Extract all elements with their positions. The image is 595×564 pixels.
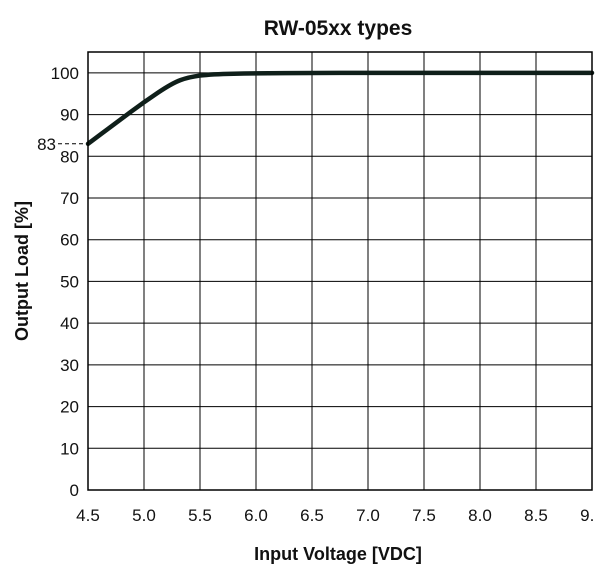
x-tick-label: 6.0 bbox=[244, 506, 268, 525]
x-tick-label: 8.0 bbox=[468, 506, 492, 525]
y-tick-label: 60 bbox=[60, 231, 79, 250]
y-tick-labels: 0 10 20 30 40 50 60 70 80 90 100 bbox=[51, 64, 79, 500]
x-tick-label: 6.5 bbox=[300, 506, 324, 525]
y-tick-label: 80 bbox=[60, 147, 79, 166]
x-tick-label: 8.5 bbox=[524, 506, 548, 525]
series-group bbox=[88, 73, 592, 144]
x-tick-label: 7.5 bbox=[412, 506, 436, 525]
y-axis-label: Output Load [%] bbox=[12, 201, 32, 341]
x-tick-label: 9.0 bbox=[580, 506, 595, 525]
y-tick-label: 50 bbox=[60, 272, 79, 291]
gridlines bbox=[88, 52, 592, 490]
x-tick-label: 5.0 bbox=[132, 506, 156, 525]
x-tick-label: 7.0 bbox=[356, 506, 380, 525]
y-tick-label: 0 bbox=[70, 481, 79, 500]
chart-title: RW-05xx types bbox=[264, 17, 413, 40]
x-tick-label: 4.5 bbox=[76, 506, 100, 525]
y-tick-label: 90 bbox=[60, 106, 79, 125]
reference-label: 83 bbox=[37, 135, 56, 154]
y-tick-label: 30 bbox=[60, 356, 79, 375]
x-tick-label: 5.5 bbox=[188, 506, 212, 525]
x-tick-labels: 4.5 5.0 5.5 6.0 6.5 7.0 7.5 8.0 8.5 9.0 bbox=[76, 506, 595, 525]
y-tick-label: 100 bbox=[51, 64, 79, 83]
y-tick-label: 70 bbox=[60, 189, 79, 208]
y-tick-label: 10 bbox=[60, 439, 79, 458]
series-line bbox=[88, 73, 592, 144]
x-axis-label: Input Voltage [VDC] bbox=[254, 544, 422, 564]
plot-frame bbox=[88, 52, 592, 490]
y-tick-label: 20 bbox=[60, 398, 79, 417]
y-tick-label: 40 bbox=[60, 314, 79, 333]
